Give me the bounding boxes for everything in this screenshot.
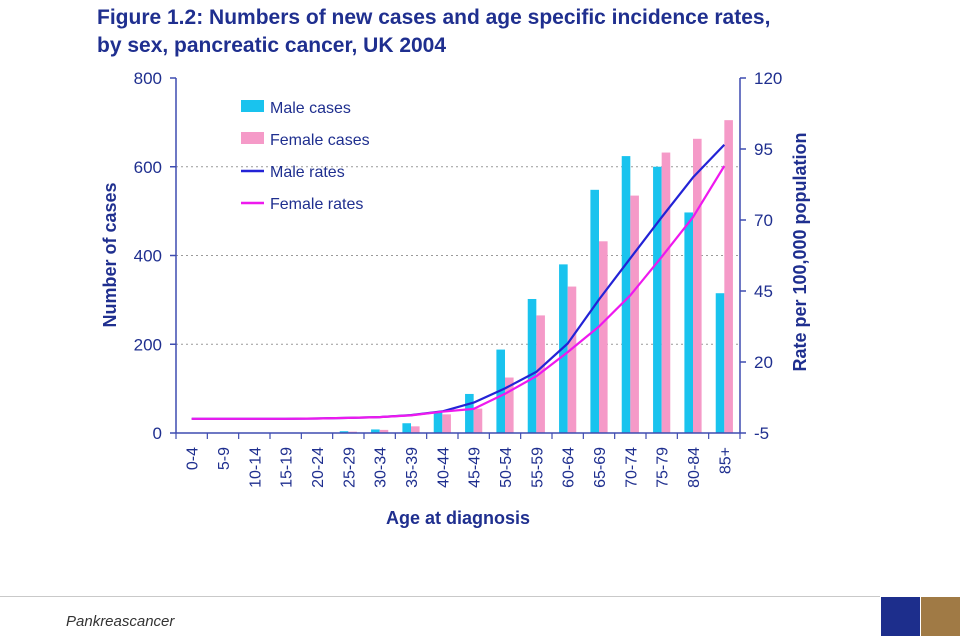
- bar-female-cases: [724, 120, 733, 433]
- x-tick-label: 35-39: [404, 447, 421, 488]
- bar-male-cases: [433, 412, 443, 433]
- y-left-tick-label: 200: [134, 335, 162, 354]
- x-tick-label: 75-79: [655, 447, 672, 488]
- legend-label: Male rates: [270, 164, 345, 181]
- legend-swatch: [241, 100, 264, 112]
- bar-male-cases: [339, 431, 349, 433]
- y-left-tick-label: 400: [134, 247, 162, 266]
- x-tick-label: 50-54: [498, 447, 515, 488]
- x-tick-label: 60-64: [561, 447, 578, 488]
- y-left-axis-title: Number of cases: [100, 182, 120, 327]
- y-right-tick-label: -5: [754, 424, 769, 443]
- bar-female-cases: [505, 377, 514, 433]
- x-tick-label: 0-4: [185, 447, 202, 470]
- footer-divider: [0, 596, 880, 597]
- x-tick-label: 80-84: [686, 447, 703, 488]
- bar-female-cases: [630, 195, 639, 433]
- footer-text: Pankreascancer: [66, 613, 175, 630]
- bar-female-cases: [661, 152, 671, 434]
- chart-title-line-1: Figure 1.2: Numbers of new cases and age…: [97, 6, 771, 29]
- y-left-tick-label: 800: [134, 69, 162, 88]
- y-right-tick-label: 20: [754, 353, 773, 372]
- bar-male-cases: [621, 156, 631, 433]
- line-female-rates: [191, 165, 726, 420]
- y-right-axis-title: Rate per 100,000 population: [790, 132, 810, 371]
- bar-male-cases: [371, 429, 380, 433]
- x-tick-label: 70-74: [623, 447, 640, 488]
- legend-label: Female cases: [270, 132, 370, 149]
- y-left-tick-label: 600: [134, 158, 162, 177]
- y-left-tick-label: 0: [153, 424, 162, 443]
- bar-female-cases: [693, 138, 702, 433]
- legend-label: Male cases: [270, 100, 351, 117]
- x-tick-label: 25-29: [341, 447, 358, 488]
- x-tick-label: 55-59: [529, 447, 546, 488]
- y-right-tick-label: 70: [754, 211, 773, 230]
- x-tick-label: 5-9: [216, 447, 233, 470]
- bar-female-cases: [411, 426, 420, 433]
- bar-male-cases: [684, 212, 693, 433]
- bar-male-cases: [527, 298, 537, 433]
- x-tick-label: 15-19: [279, 447, 296, 488]
- y-right-tick-label: 120: [754, 69, 782, 88]
- line-male-rates: [191, 143, 726, 420]
- x-tick-label: 20-24: [310, 447, 327, 488]
- x-tick-label: 40-44: [435, 447, 452, 488]
- legend-swatch: [241, 132, 264, 144]
- bar-female-cases: [599, 241, 608, 433]
- bar-male-cases: [653, 166, 662, 433]
- bar-female-cases: [473, 408, 483, 433]
- bar-male-cases: [715, 293, 725, 433]
- y-right-tick-label: 45: [754, 282, 773, 301]
- x-tick-label: 10-14: [247, 447, 264, 488]
- y-right-tick-label: 95: [754, 140, 773, 159]
- x-tick-label: 65-69: [592, 447, 609, 488]
- x-axis-title: Age at diagnosis: [386, 508, 530, 528]
- bar-female-cases: [379, 429, 389, 433]
- bar-male-cases: [590, 189, 599, 433]
- chart-plot: 0 200 400 600 800 -5 20 45 70 95 120 0-4 5-9 10-14 15-…: [100, 69, 810, 528]
- chart-title: Figure 1.2: Numbers of new cases and age…: [97, 4, 937, 60]
- bar-female-cases: [567, 286, 577, 433]
- bar-female-cases: [442, 414, 451, 433]
- x-tick-label: 30-34: [373, 447, 390, 488]
- x-tick-label: 45-49: [467, 447, 484, 488]
- chart-title-line-2: by sex, pancreatic cancer, UK 2004: [97, 34, 447, 57]
- legend-label: Female rates: [270, 196, 363, 213]
- bar-male-cases: [465, 393, 474, 433]
- bar-male-cases: [402, 423, 411, 433]
- footer-blue-square: [881, 597, 920, 636]
- footer-brown-square: [921, 597, 960, 636]
- x-tick-label: 85+: [717, 447, 734, 474]
